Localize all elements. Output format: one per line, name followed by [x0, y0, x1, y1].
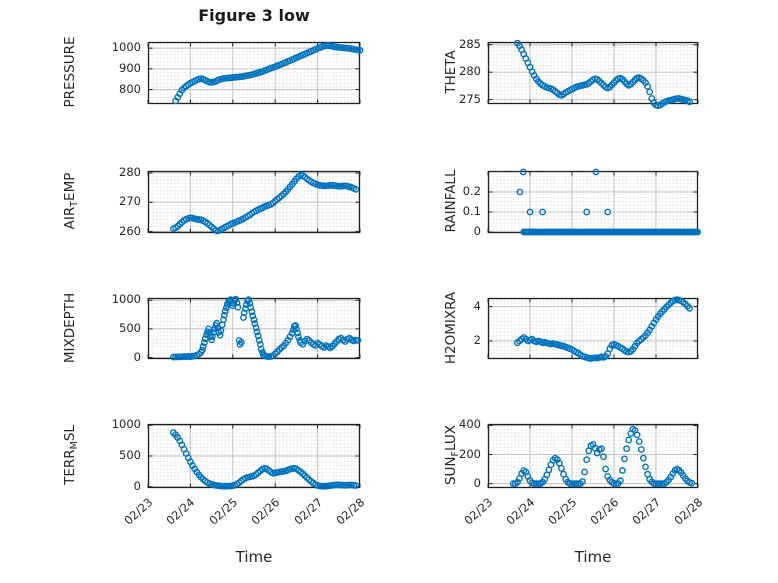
- subplot-terr_msl: [147, 423, 361, 490]
- subplot-pressure: [147, 41, 364, 105]
- y-tick-label: 900: [119, 60, 141, 75]
- y-tick-label: 0.2: [462, 184, 481, 198]
- y-axis-label-h2omixra: H2OMIXRA: [443, 291, 459, 364]
- subplot-theta: [487, 39, 699, 109]
- x-axis-label-left: Time: [235, 548, 273, 566]
- data-series-sun_flux: [509, 425, 696, 487]
- y-tick-label: 270: [119, 194, 141, 209]
- axes-box: [487, 423, 699, 489]
- y-tick-label: 2: [473, 332, 481, 347]
- y-tick-label: 0: [133, 478, 141, 493]
- y-tick-label: 500: [119, 448, 141, 462]
- y-tick-label: 280: [119, 165, 141, 180]
- figure-title: Figure 3 low: [198, 6, 310, 25]
- y-tick-label: 260: [119, 223, 141, 238]
- y-axis-label-sun_flux: SUNFLUX: [443, 425, 461, 486]
- axes-box: [487, 41, 699, 105]
- y-tick-label: 4: [473, 298, 481, 313]
- y-tick-label: 0: [133, 349, 141, 364]
- y-tick-label: 280: [459, 64, 481, 79]
- y-tick-label: 285: [459, 36, 481, 51]
- data-series-rainfall: [516, 168, 702, 236]
- y-axis-label-pressure: PRESSURE: [62, 36, 78, 108]
- minor-grid: [488, 424, 698, 488]
- data-series-pressure: [172, 42, 364, 105]
- data-series-terr_msl: [169, 429, 360, 490]
- y-axis-label-mixdepth: MIXDEPTH: [62, 292, 78, 363]
- data-series-theta: [513, 39, 694, 109]
- y-tick-label: 500: [119, 320, 141, 335]
- y-tick-label: 0.1: [462, 204, 481, 218]
- data-series-air_temp: [169, 171, 360, 235]
- y-tick-label: 200: [459, 446, 481, 461]
- y-axis-label-theta: THETA: [443, 50, 459, 94]
- y-tick-label: 1000: [111, 417, 141, 432]
- y-tick-label: 1000: [111, 40, 141, 55]
- y-tick-label: 275: [459, 91, 481, 106]
- minor-grid: [488, 171, 698, 233]
- x-axis-label-right: Time: [574, 548, 612, 566]
- y-tick-label: 0: [473, 475, 481, 490]
- y-tick-label: 1000: [111, 292, 141, 307]
- y-tick-label: 0: [473, 224, 481, 238]
- data-series-h2omixra: [513, 296, 694, 362]
- subplot-mixdepth: [147, 295, 362, 361]
- subplot-air_temp: [147, 170, 361, 235]
- axes-box: [147, 41, 361, 105]
- y-axis-label-terr_msl: TERRMSL: [62, 425, 80, 485]
- y-axis-label-rainfall: RAINFALL: [443, 169, 459, 233]
- data-series-mixdepth: [169, 295, 362, 361]
- y-axis-label-air_temp: AIRTEMP: [62, 172, 80, 230]
- y-tick-label: 400: [459, 417, 481, 432]
- y-tick-label: 800: [119, 81, 141, 96]
- subplot-h2omixra: [487, 296, 699, 362]
- subplot-sun_flux: [487, 423, 699, 489]
- subplot-rainfall: [487, 168, 702, 236]
